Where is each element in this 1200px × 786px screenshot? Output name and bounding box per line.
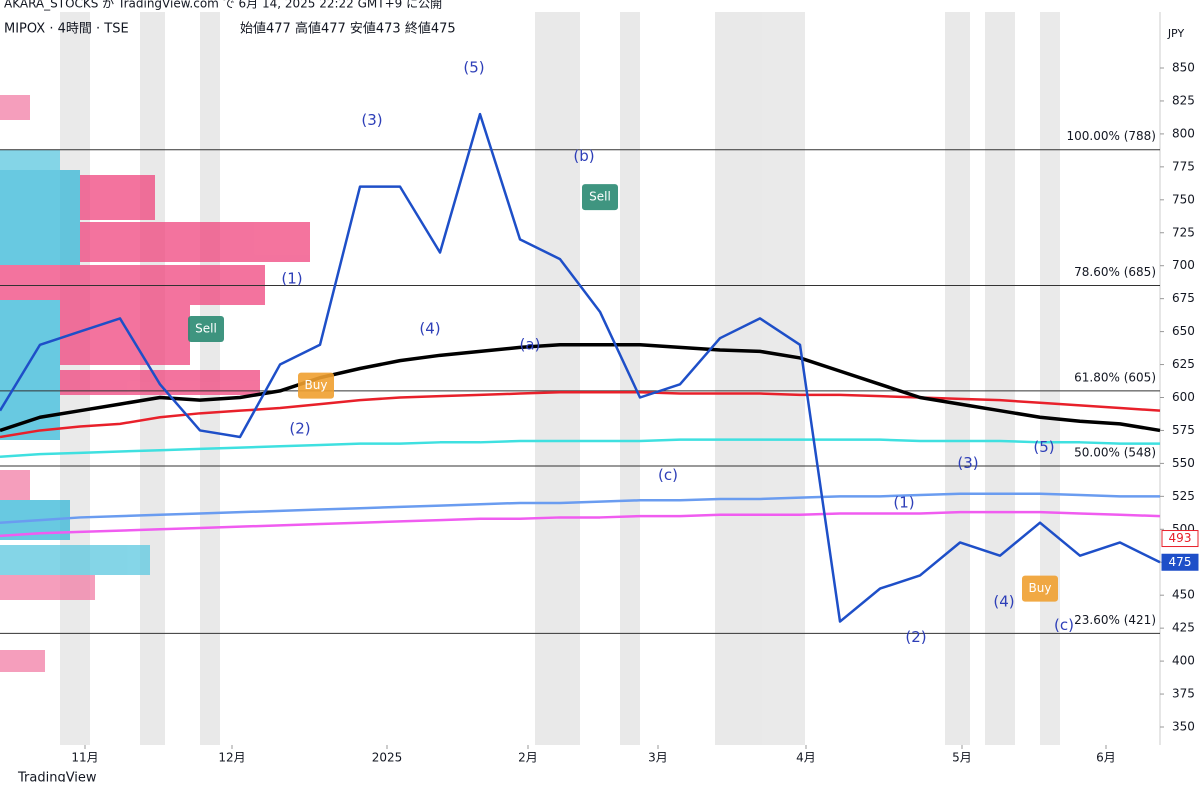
- y-tick-label: 550: [1172, 456, 1195, 470]
- x-tick-label: 2月: [518, 751, 538, 765]
- wave-label: Buy: [1029, 581, 1052, 595]
- y-tick-label: 600: [1172, 390, 1195, 404]
- brand: TradingView: [17, 771, 97, 783]
- price-tag: [1161, 553, 1199, 571]
- y-tick-label: 425: [1172, 621, 1195, 635]
- y-tick-label: 650: [1172, 324, 1195, 338]
- wave-label: (c): [1054, 616, 1074, 634]
- published-note: AKARA_STOCKS が TradingView.com で 6月 14, …: [4, 0, 442, 11]
- price-tag-label: 493: [1169, 531, 1192, 545]
- wave-label: (4): [993, 592, 1014, 610]
- x-tick-label: 5月: [952, 751, 972, 765]
- signal-box: [1022, 575, 1058, 602]
- wave-label: (2): [289, 420, 310, 438]
- wave-label: (c): [658, 466, 678, 484]
- symbol: MIPOX · 4時間 · TSE: [4, 22, 129, 37]
- wave-label: (5): [1033, 438, 1054, 456]
- wave-label: Buy: [305, 378, 328, 392]
- y-tick-label: 350: [1172, 720, 1195, 734]
- y-tick-label: 700: [1172, 258, 1195, 272]
- currency: JPY: [1167, 27, 1185, 40]
- wave-label: (5): [463, 59, 484, 77]
- fib-label: 61.80% (605): [1074, 370, 1156, 384]
- wave-label: Sell: [589, 190, 611, 204]
- price-tag: [1161, 530, 1199, 548]
- series-line: [0, 438, 1160, 459]
- signal-box: [582, 184, 618, 211]
- series-line: [0, 510, 1161, 538]
- series-line: [0, 112, 1161, 623]
- x-tick-label: 12月: [218, 751, 245, 765]
- y-tick-label: 850: [1172, 61, 1195, 75]
- fib-label: 23.60% (421): [1074, 613, 1156, 627]
- y-tick-label: 375: [1172, 687, 1195, 701]
- wave-label: (a): [520, 335, 541, 353]
- x-tick-label: 2025: [372, 751, 403, 765]
- series-line: [0, 390, 1161, 439]
- wave-label: (3): [361, 111, 382, 129]
- y-tick-label: 400: [1172, 654, 1195, 668]
- y-tick-label: 525: [1172, 489, 1195, 503]
- y-tick-label: 775: [1172, 159, 1195, 173]
- signal-box: [298, 372, 334, 399]
- x-tick-label: 6月: [1096, 751, 1116, 765]
- price-axis-bg: [1160, 12, 1200, 745]
- x-tick-label: 4月: [796, 751, 816, 765]
- series-line: [0, 492, 1160, 524]
- fib-label: 78.60% (685): [1074, 265, 1156, 279]
- wave-label: (4): [419, 319, 440, 337]
- y-tick-label: 800: [1172, 126, 1195, 140]
- y-tick-label: 750: [1172, 192, 1195, 206]
- series-line: [0, 343, 1161, 433]
- y-tick-label: 825: [1172, 93, 1195, 107]
- fib-label: 100.00% (788): [1067, 129, 1156, 143]
- signal-box: [188, 315, 224, 342]
- wave-label: (1): [281, 269, 302, 287]
- y-tick-label: 450: [1172, 588, 1195, 602]
- y-tick-label: 575: [1172, 423, 1195, 437]
- price-tag-label: 475: [1169, 555, 1192, 569]
- x-tick-label: 3月: [648, 751, 668, 765]
- wave-label: (b): [573, 147, 594, 165]
- wave-label: (3): [957, 454, 978, 472]
- wave-label: (2): [905, 628, 926, 646]
- wave-label: Sell: [195, 321, 217, 335]
- ohlc: 始値477 高値477 安値473 終値475: [240, 21, 456, 37]
- y-tick-label: 675: [1172, 291, 1195, 305]
- y-tick-label: 725: [1172, 225, 1195, 239]
- x-tick-label: 11月: [71, 751, 98, 765]
- wave-label: (1): [893, 493, 914, 511]
- fib-label: 50.00% (548): [1074, 446, 1156, 460]
- y-tick-label: 625: [1172, 357, 1195, 371]
